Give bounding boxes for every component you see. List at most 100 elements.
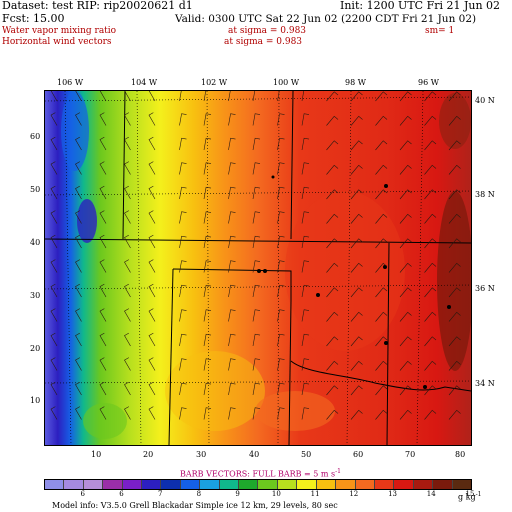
field2-name: Horizontal wind vectors (2, 37, 112, 47)
wind-barb (124, 308, 131, 322)
lon-label: 102 W (201, 78, 228, 87)
wind-barb (203, 91, 207, 102)
wind-barb (124, 210, 131, 224)
wind-barb (228, 333, 236, 347)
valid-line: Valid: 0300 UTC Sat 22 Jun 02 (2200 CDT … (175, 13, 477, 25)
wind-barb (203, 358, 212, 371)
wind-barb (375, 115, 388, 126)
wind-barb (301, 162, 310, 175)
wind-barb (326, 360, 339, 371)
colorbar-cell (122, 480, 143, 489)
wind-barb (399, 164, 412, 175)
lon-label: 100 W (273, 78, 300, 87)
wind-barb (326, 140, 339, 151)
wind-barb (350, 409, 363, 420)
wind-barb (375, 189, 388, 200)
wind-barb (277, 113, 285, 126)
wind-barb (148, 308, 156, 322)
wind-barb (326, 409, 339, 420)
colorbar-tick-label: 8 (196, 490, 202, 498)
wind-barb (179, 186, 187, 200)
wind-barb (301, 113, 310, 126)
wind-barb (179, 382, 187, 396)
wind-barb (399, 189, 412, 200)
wind-barb (424, 262, 437, 273)
colorbar-tick-label: 9 (235, 490, 240, 498)
wind-barb (277, 407, 285, 420)
wind-barb (399, 91, 412, 102)
colorbar-cell (161, 480, 181, 489)
wind-barb (124, 161, 131, 175)
wind-barb (277, 137, 285, 151)
wind-barb (99, 112, 107, 126)
colorbar (44, 479, 472, 490)
colorbar-tick-label: 7 (157, 490, 163, 498)
wind-barb (124, 381, 131, 396)
wind-barb (277, 333, 285, 347)
wind-barb (228, 358, 236, 371)
wind-barb (179, 284, 187, 298)
wind-barb (350, 140, 363, 151)
wind-barb (252, 407, 261, 420)
wind-barb (326, 287, 339, 298)
wind-barb (99, 161, 107, 175)
wind-barb (326, 311, 339, 322)
init-line: Init: 1200 UTC Fri 21 Jun 02 (340, 0, 501, 12)
wind-barb (124, 283, 131, 298)
wind-barb (326, 262, 339, 273)
colorbar-cell (45, 480, 65, 489)
wind-barb (424, 115, 437, 126)
wind-barb (399, 360, 412, 371)
wind-barb (75, 357, 82, 371)
wind-barb (301, 186, 310, 200)
grid-y-label: 50 (30, 185, 41, 194)
wind-barb (301, 407, 310, 420)
wind-barb (301, 260, 310, 273)
colorbar-tick-label: 13 (388, 490, 397, 498)
wind-barb (228, 113, 236, 126)
wind-barb (50, 308, 58, 322)
wind-barb (399, 262, 412, 273)
colorbar-cell (394, 480, 414, 489)
dataset-line: Dataset: test RIP: rip20020621 d1 (2, 0, 193, 12)
wind-barb (277, 260, 285, 273)
wind-barb (179, 333, 187, 347)
wind-barb (179, 358, 187, 371)
wind-barb (124, 406, 131, 420)
wind-barb (277, 211, 285, 224)
wind-barb (350, 360, 363, 371)
wind-barb (448, 189, 461, 200)
wind-barb (448, 336, 461, 347)
lat-label: 40 N (475, 96, 495, 105)
wind-barb (424, 360, 437, 371)
wind-barb (124, 91, 131, 102)
wind-barb (424, 385, 437, 396)
wind-barb (99, 136, 107, 151)
grid-y-label: 30 (30, 291, 41, 300)
wind-barb (50, 234, 58, 249)
wind-barb (301, 358, 310, 371)
colorbar-unit: g kg-1 (458, 491, 482, 502)
colorbar-cell (413, 480, 434, 489)
colorbar-cell (258, 480, 278, 489)
wind-barb (179, 91, 182, 102)
colorbar-cell (297, 480, 317, 489)
grid-y-label: 60 (30, 132, 41, 141)
grid-x-label: 70 (405, 450, 416, 459)
wind-barb (350, 262, 363, 273)
colorbar-tick-label: 6 (119, 490, 124, 498)
wind-barb (148, 136, 156, 151)
wind-barb (75, 406, 82, 420)
wind-barb (75, 185, 82, 200)
colorbar-cell (277, 480, 298, 489)
field1-smoothing: sm= 1 (425, 26, 455, 36)
wind-barb (203, 382, 212, 396)
wind-barb (228, 186, 236, 200)
wind-barb (375, 213, 388, 224)
wind-barb (50, 357, 58, 371)
wind-barb (99, 210, 107, 224)
wind-barb (399, 213, 412, 224)
wind-barb (277, 382, 285, 396)
grid-x-label: 80 (455, 450, 466, 459)
